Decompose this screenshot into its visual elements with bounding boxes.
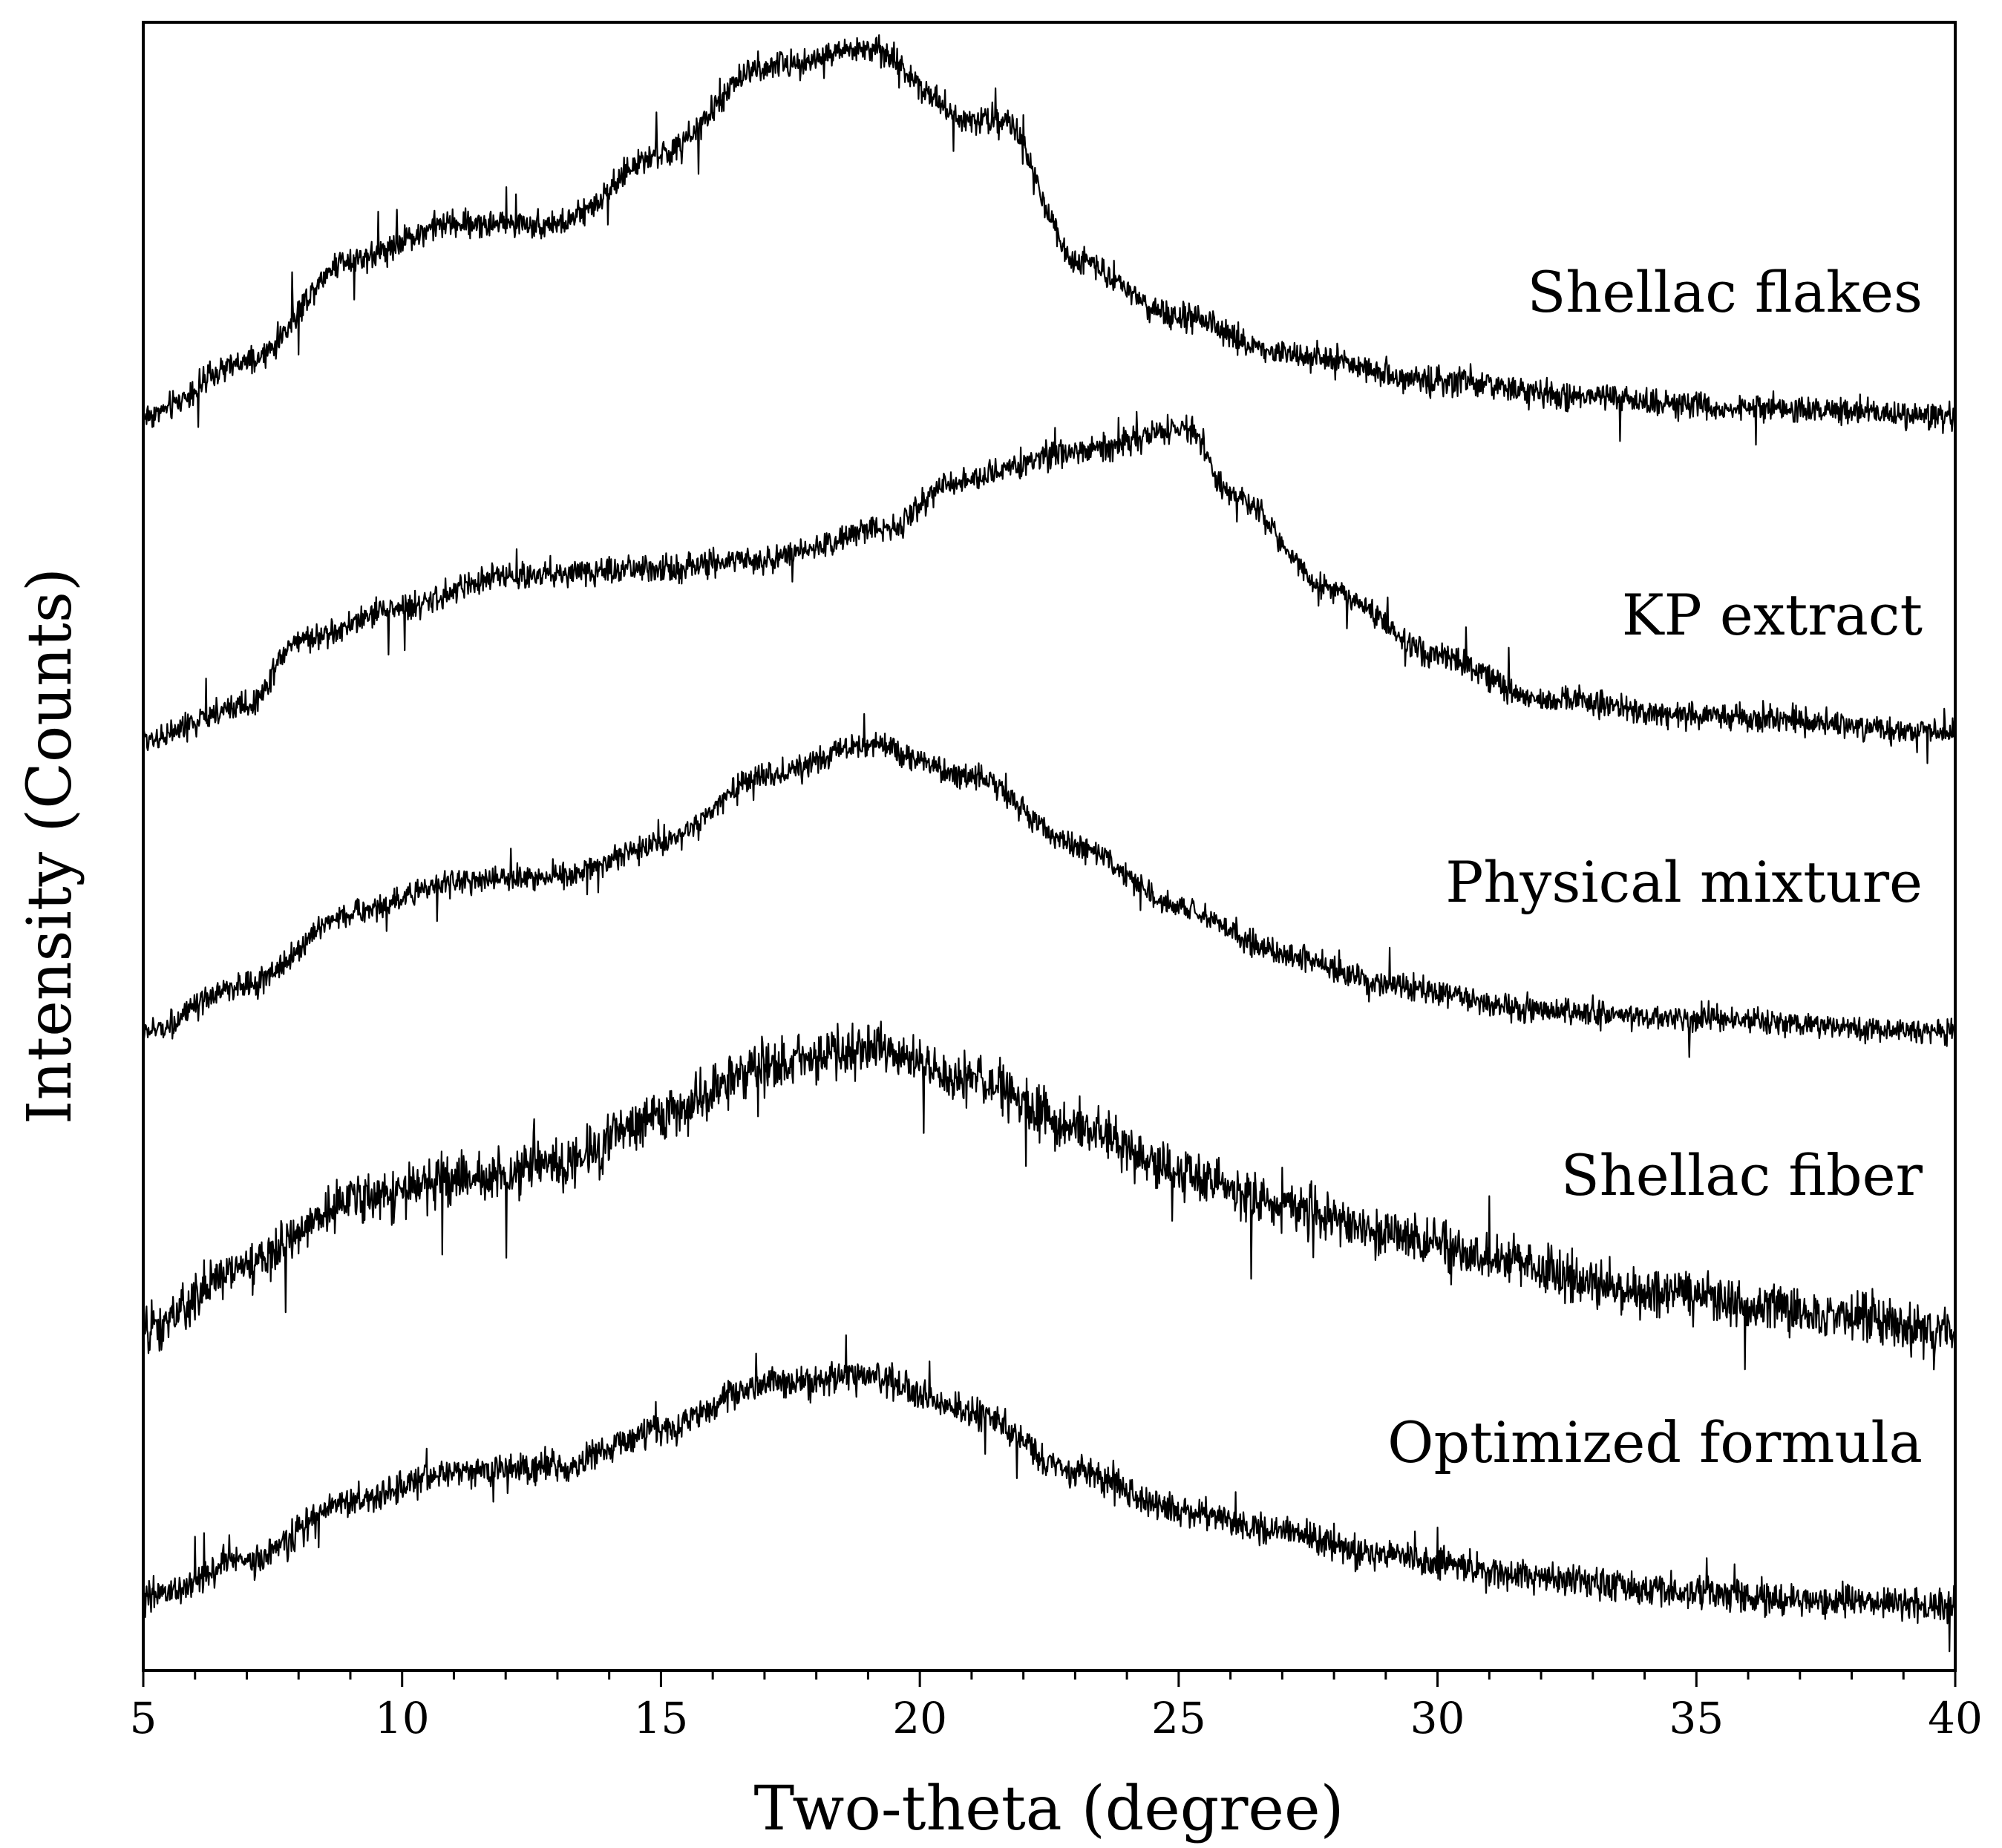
series-label: Shellac flakes: [1527, 259, 1923, 325]
x-tick-label: 40: [1928, 1693, 1983, 1743]
y-axis-title: Intensity (Counts): [15, 568, 85, 1124]
x-axis-tick-labels: 5 10 15 20 25 30 35 40: [130, 1693, 1983, 1743]
x-axis-title: Two-theta (degree): [754, 1774, 1344, 1844]
x-tick-label: 5: [130, 1693, 157, 1743]
series-labels: Shellac flakes KP extract Physical mixture…: [1387, 259, 1923, 1475]
x-tick-label: 20: [892, 1693, 947, 1743]
xrd-traces: [142, 34, 1957, 1653]
x-tick-label: 35: [1669, 1693, 1724, 1743]
x-axis-ticks: [142, 1671, 1957, 1687]
trace-shellac-flakes: [142, 34, 1956, 446]
x-tick-label: 15: [634, 1693, 689, 1743]
x-tick-label: 10: [375, 1693, 430, 1743]
x-tick-label: 25: [1151, 1693, 1206, 1743]
series-label: Shellac fiber: [1561, 1142, 1923, 1208]
trace-shellac-fiber: [142, 1020, 1957, 1371]
series-label: Optimized formula: [1387, 1409, 1923, 1475]
series-label: KP extract: [1622, 582, 1923, 648]
x-tick-label: 30: [1410, 1693, 1465, 1743]
trace-kp-extract: [142, 410, 1957, 764]
trace-optimized-formula: [142, 1334, 1957, 1653]
plot-frame: [142, 21, 1957, 1672]
trace-physical-mixture: [142, 712, 1957, 1058]
series-label: Physical mixture: [1445, 849, 1923, 915]
